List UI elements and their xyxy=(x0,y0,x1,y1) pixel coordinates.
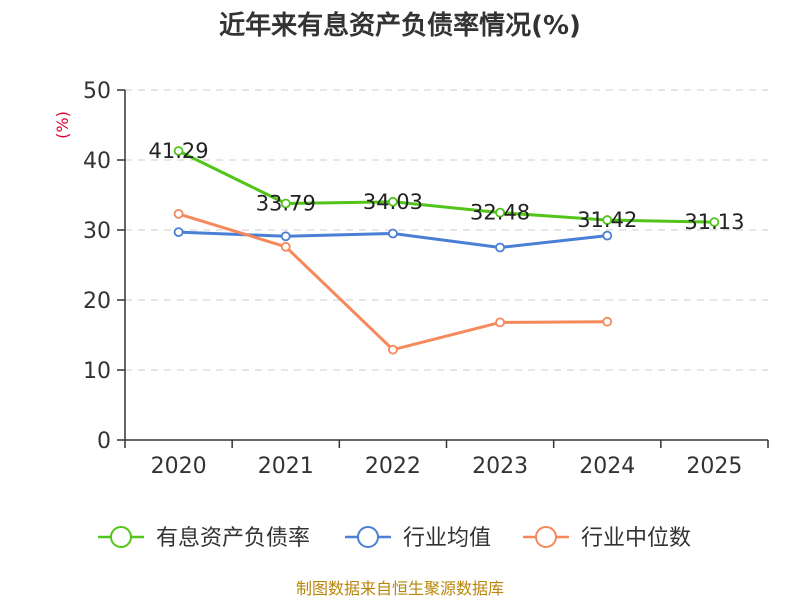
y-tick-label: 50 xyxy=(83,79,111,104)
data-label: 31.13 xyxy=(684,210,744,234)
legend-label: 有息资产负债率 xyxy=(156,526,310,551)
data-point xyxy=(709,217,720,227)
data-point xyxy=(173,208,184,219)
data-label: 31.42 xyxy=(577,208,637,232)
legend: 有息资产负债率 行业均值 行业中位数 xyxy=(98,526,691,551)
source-note: 制图数据来自恒生聚源数据库 xyxy=(296,579,504,598)
data-label: 32.48 xyxy=(470,201,530,225)
x-tick-label: 2022 xyxy=(365,454,421,479)
data-point xyxy=(602,230,613,241)
data-point xyxy=(173,227,184,238)
x-tick-label: 2025 xyxy=(686,454,742,479)
grid-lines xyxy=(125,89,768,371)
y-tick-label: 0 xyxy=(97,429,111,454)
data-point xyxy=(495,242,505,253)
legend-marker xyxy=(110,526,132,548)
legend-label: 行业中位数 xyxy=(581,526,691,551)
data-labels: 41.29 33.79 34.03 32.48 31.42 31.13 xyxy=(149,139,745,234)
data-point xyxy=(495,207,505,218)
x-tick-label: 2023 xyxy=(472,454,528,479)
data-point xyxy=(280,241,291,252)
y-tick-label: 40 xyxy=(83,149,111,174)
data-point xyxy=(602,215,613,225)
data-point xyxy=(173,146,184,156)
legend-marker xyxy=(357,526,379,548)
data-label: 34.03 xyxy=(363,190,423,214)
series-line xyxy=(177,149,715,224)
data-point xyxy=(388,228,398,239)
data-point xyxy=(280,198,291,209)
axes: 0 10 20 30 40 50 2020 2021 2022 2023 2024 2025 xyxy=(83,79,769,479)
y-axis-unit-label: (%) xyxy=(53,111,72,139)
series-lines xyxy=(173,146,720,355)
x-tick-label: 2021 xyxy=(258,454,314,479)
y-tick-label: 30 xyxy=(83,219,111,244)
y-tick-label: 10 xyxy=(83,359,111,384)
data-point xyxy=(495,317,505,328)
legend-label: 行业均值 xyxy=(403,526,491,551)
chart-title: 近年来有息资产负债率情况(%) xyxy=(219,10,581,41)
data-point xyxy=(280,231,291,242)
legend-marker xyxy=(535,526,557,548)
data-point xyxy=(388,196,398,207)
y-tick-label: 20 xyxy=(83,289,111,314)
x-tick-label: 2020 xyxy=(151,454,207,479)
data-point xyxy=(388,344,398,355)
data-label: 41.29 xyxy=(149,139,209,163)
data-label: 33.79 xyxy=(256,191,316,215)
data-point xyxy=(602,316,613,327)
x-tick-label: 2024 xyxy=(579,454,635,479)
